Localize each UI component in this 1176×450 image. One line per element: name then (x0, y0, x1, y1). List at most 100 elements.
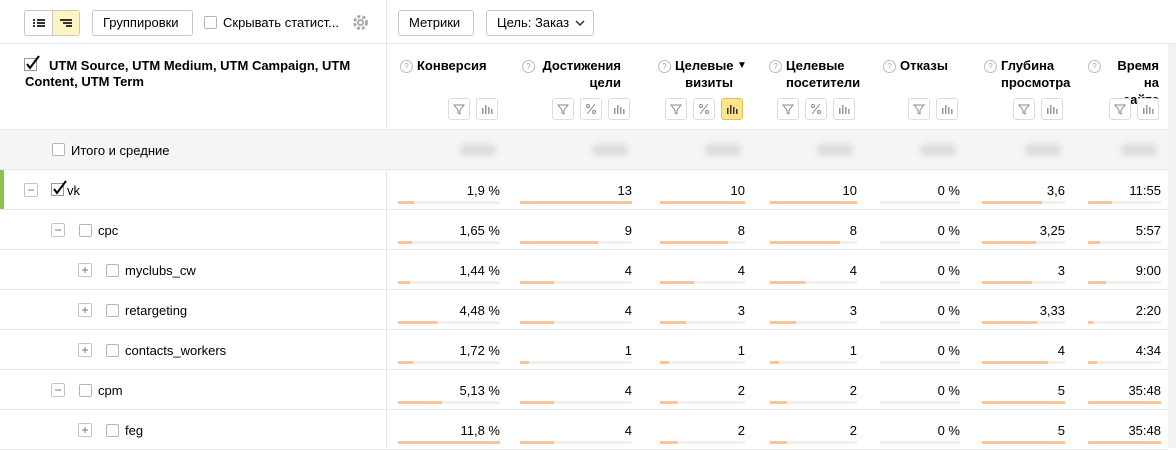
cell-value: 2 (737, 383, 745, 398)
expand-toggle[interactable]: − (51, 223, 65, 237)
bar (520, 401, 555, 404)
bar (660, 241, 728, 244)
bar-track (880, 241, 960, 244)
row-label: vk (67, 183, 80, 198)
help-icon[interactable]: ? (522, 60, 535, 73)
column-tool-button[interactable] (1137, 98, 1159, 120)
table-row: − cpc 1,65 % 9 8 8 0 % 3,25 5:57 (0, 210, 1168, 250)
column-title[interactable]: Конверсия (417, 58, 487, 73)
cell-value: 4 (624, 263, 632, 278)
cell-value: 2 (737, 423, 745, 438)
column-header: ? Глубина просмотра (984, 57, 1074, 91)
bar (398, 401, 443, 404)
bar-track (660, 281, 745, 284)
cell-value: 4 (1057, 343, 1065, 358)
header-row (0, 44, 1168, 130)
tree-view-button[interactable] (53, 11, 79, 35)
help-icon[interactable]: ? (1088, 60, 1101, 73)
row-checkbox[interactable] (79, 224, 92, 237)
hide-stats-label: Скрывать статист... (223, 15, 340, 30)
column-tool-button[interactable] (476, 98, 498, 120)
cell-value: 2 (849, 383, 857, 398)
cell-value: 10 (842, 183, 857, 198)
totals-row (0, 130, 1168, 170)
column-header: ? Отказы (883, 57, 963, 74)
cell-value: 10 (730, 183, 745, 198)
bar-track (982, 281, 1065, 284)
column-tool-button[interactable] (805, 98, 827, 120)
bar (520, 321, 555, 324)
help-icon[interactable]: ? (400, 60, 413, 73)
goal-select[interactable]: Цель: Заказ (486, 10, 594, 36)
bar-track (520, 241, 632, 244)
row-checkbox[interactable] (51, 180, 69, 196)
help-icon[interactable]: ? (984, 60, 997, 73)
column-title[interactable]: Отказы (900, 58, 948, 73)
column-tool-button[interactable] (552, 98, 574, 120)
help-icon[interactable]: ? (883, 60, 896, 73)
column-tool-button[interactable] (693, 98, 715, 120)
expand-toggle[interactable]: − (24, 183, 38, 197)
blurred-total (920, 144, 956, 156)
row-checkbox[interactable] (106, 344, 119, 357)
column-title[interactable]: Достижения цели (542, 58, 621, 90)
settings-icon[interactable] (352, 14, 369, 31)
bar-track (770, 201, 857, 204)
hide-stats-checkbox[interactable] (204, 16, 217, 29)
column-tool-button[interactable] (1041, 98, 1063, 120)
column-tool-button[interactable] (936, 98, 958, 120)
cell-value: 0 % (937, 183, 960, 198)
expand-toggle[interactable]: − (51, 383, 65, 397)
bar (982, 321, 1038, 324)
bar-track (398, 241, 500, 244)
bar-track (660, 321, 745, 324)
column-tool-button[interactable] (721, 98, 743, 120)
row-checkbox[interactable] (106, 424, 119, 437)
bar (660, 441, 677, 444)
totals-checkbox[interactable] (52, 143, 65, 156)
cell-value: 4 (737, 263, 745, 278)
column-title[interactable]: Целевые визиты (675, 58, 734, 90)
bar-track (520, 201, 632, 204)
cell-value: 9:00 (1135, 263, 1161, 278)
sort-arrow[interactable]: ▼ (737, 60, 747, 71)
row-label: myclubs_cw (125, 263, 196, 278)
row-checkbox[interactable] (79, 384, 92, 397)
column-tool-button[interactable] (448, 98, 470, 120)
totals-label: Итого и средние (71, 143, 170, 158)
help-icon[interactable]: ? (658, 60, 671, 73)
help-icon[interactable]: ? (769, 60, 782, 73)
column-tool-button[interactable] (833, 98, 855, 120)
bar (660, 201, 745, 204)
bar-track (398, 361, 500, 364)
bar (520, 241, 598, 244)
view-toggle (24, 10, 80, 36)
column-title[interactable]: Глубина просмотра (1001, 58, 1071, 90)
column-tool-button[interactable] (1013, 98, 1035, 120)
expand-toggle[interactable]: + (78, 303, 92, 317)
metrics-button[interactable]: Метрики (398, 10, 474, 36)
cell-value: 1,65 % (459, 223, 500, 238)
cell-value: 35:48 (1128, 423, 1161, 438)
expand-toggle[interactable]: + (78, 423, 92, 437)
expand-toggle[interactable]: + (78, 343, 92, 357)
expand-toggle[interactable]: + (78, 263, 92, 277)
bar (398, 281, 411, 284)
column-tool-button[interactable] (608, 98, 630, 120)
cell-value: 4 (624, 383, 632, 398)
row-checkbox[interactable] (106, 264, 119, 277)
bar-track (770, 281, 857, 284)
column-tool-button[interactable] (665, 98, 687, 120)
list-view-button[interactable] (25, 11, 53, 35)
column-tool-button[interactable] (908, 98, 930, 120)
bar (660, 281, 694, 284)
row-checkbox[interactable] (106, 304, 119, 317)
grouping-button[interactable]: Группировки (92, 10, 193, 36)
dimension-checkbox[interactable] (24, 55, 42, 71)
column-tool-button[interactable] (1109, 98, 1131, 120)
column-title[interactable]: Целевые посетители (786, 58, 861, 90)
row-label: cpm (98, 383, 123, 398)
bar-track (880, 201, 960, 204)
column-tool-button[interactable] (580, 98, 602, 120)
column-tool-button[interactable] (777, 98, 799, 120)
